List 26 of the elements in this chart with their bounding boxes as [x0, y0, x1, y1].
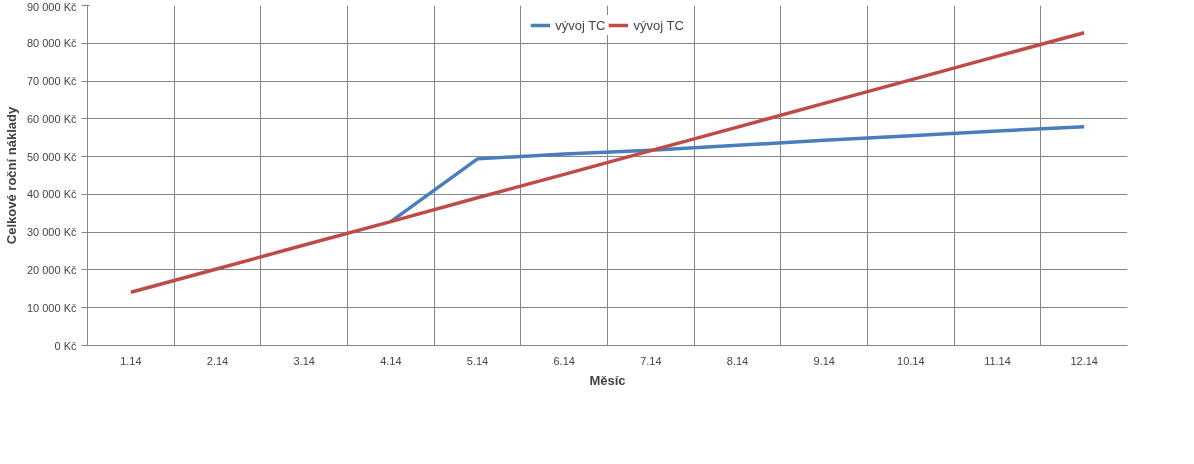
x-tick-label: 5.14	[466, 354, 489, 367]
y-tick-label: 30 000 Kč	[26, 226, 77, 239]
x-axis-title: Měsíc	[589, 372, 626, 388]
y-tick-label: 70 000 Kč	[26, 75, 77, 88]
x-tick-label: 7.14	[640, 354, 662, 367]
x-tick-label: 4.14	[380, 354, 402, 367]
x-tick-label: 12.14	[1070, 354, 1098, 367]
y-tick-label: 20 000 Kč	[26, 263, 77, 276]
y-tick-label: 90 000 Kč	[26, 0, 77, 13]
x-tick-label: 3.14	[293, 354, 315, 367]
legend-label: vývoj TC	[555, 17, 606, 33]
x-tick-label: 2.14	[206, 354, 229, 367]
y-tick-label: 60 000 Kč	[26, 112, 77, 125]
y-tick-label: 40 000 Kč	[26, 188, 77, 201]
legend-label: vývoj TC	[633, 17, 684, 33]
y-tick-label: 0 Kč	[54, 339, 77, 352]
x-tick-label: 6.14	[553, 354, 575, 367]
y-tick-label: 50 000 Kč	[26, 150, 77, 163]
x-tick-label: 9.14	[813, 354, 835, 367]
x-tick-label: 8.14	[726, 354, 749, 367]
x-tick-label: 1.14	[120, 354, 142, 367]
x-tick-label: 10.14	[897, 354, 925, 367]
y-axis-title: Celkové roční náklady	[3, 106, 19, 245]
y-tick-label: 10 000 Kč	[26, 301, 77, 314]
y-tick-label: 80 000 Kč	[26, 37, 77, 50]
x-tick-label: 11.14	[984, 354, 1011, 367]
